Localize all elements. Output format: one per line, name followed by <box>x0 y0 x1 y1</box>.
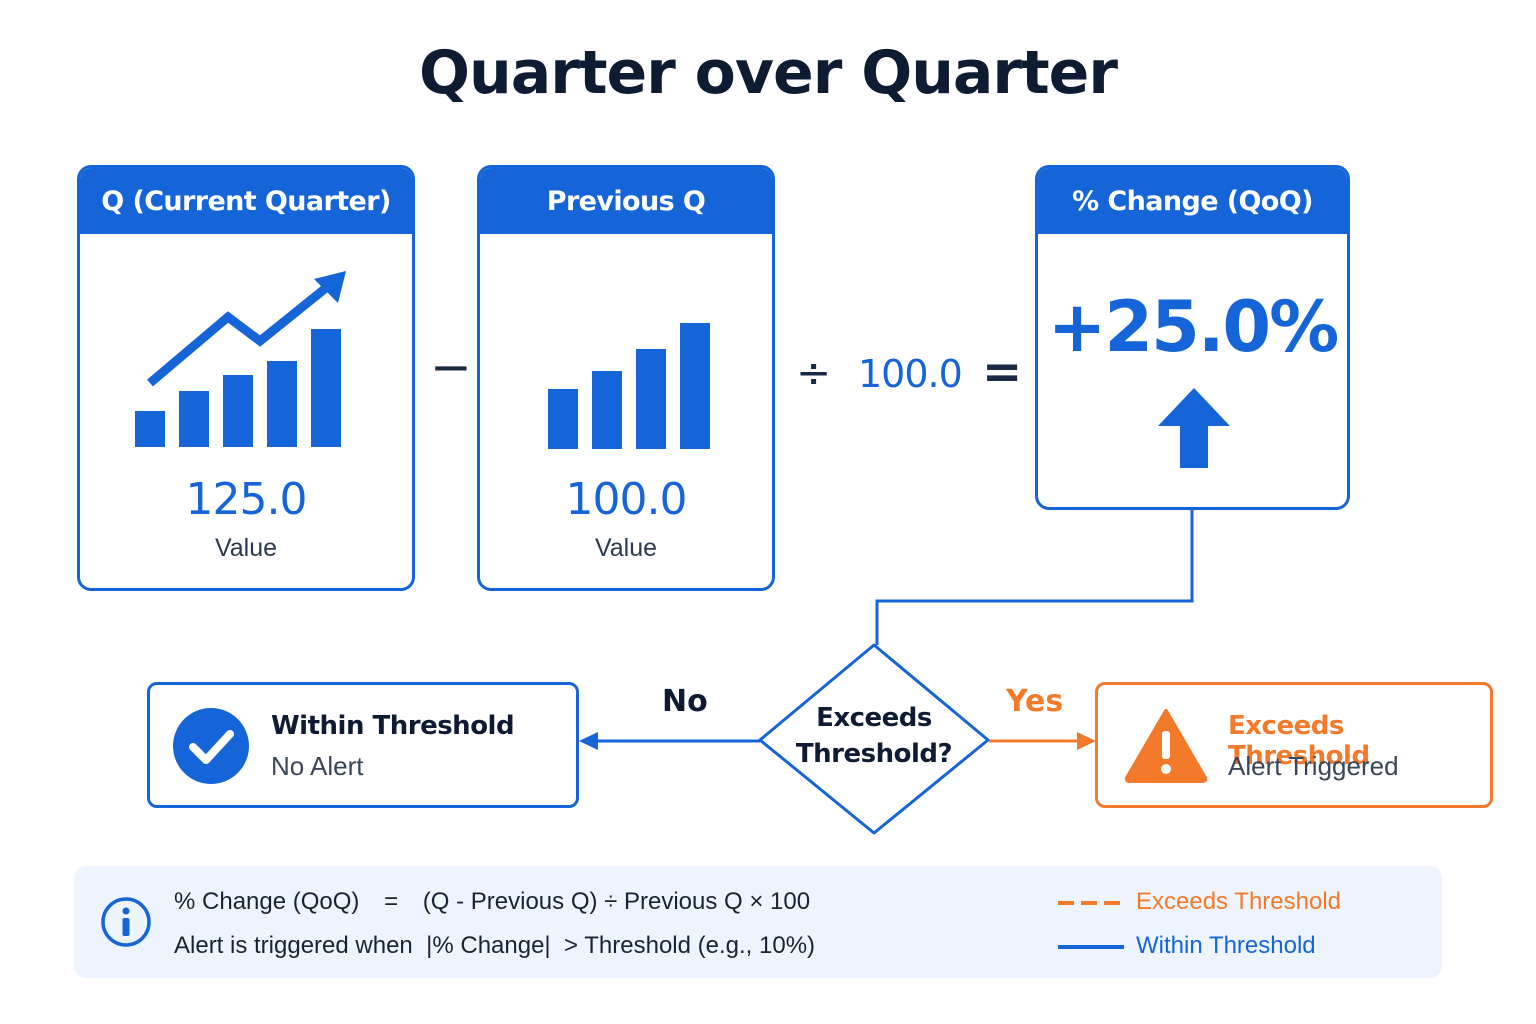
decision-diamond <box>758 643 990 835</box>
divide-operator: ÷ <box>796 348 832 397</box>
page-title: Quarter over Quarter <box>419 38 1118 108</box>
within-legend-swatch <box>1058 945 1124 949</box>
decision-text: Exceeds Threshold? <box>774 700 974 772</box>
bar-chart-icon <box>548 323 710 449</box>
exceeds-threshold-subtitle: Alert Triggered <box>1228 751 1399 781</box>
info-panel: % Change (QoQ) = (Q - Previous Q) ÷ Prev… <box>74 866 1442 978</box>
formula-line: % Change (QoQ) = (Q - Previous Q) ÷ Prev… <box>174 888 810 916</box>
previous-quarter-value: 100.0 <box>565 474 688 525</box>
exceeds-threshold-title: Exceeds Threshold <box>1228 711 1370 771</box>
current-quarter-card: Q (Current Quarter) 125.0 Value <box>77 165 415 591</box>
within-threshold-title: Within Threshold <box>271 711 515 741</box>
decision-line-2: Threshold? <box>795 739 953 769</box>
exceeds-legend-label: Exceeds Threshold <box>1136 888 1342 915</box>
decision-line-1: Exceeds <box>816 703 932 733</box>
percent-change-card: % Change (QoQ) +25.0% <box>1035 165 1350 510</box>
check-circle-icon <box>173 708 249 784</box>
formula-left: % Change (QoQ) <box>174 888 360 915</box>
growth-chart-icon <box>135 271 346 447</box>
within-threshold-box: Within Threshold No Alert <box>147 682 579 808</box>
within-legend-label: Within Threshold <box>1136 932 1316 959</box>
yes-branch-arrowhead <box>1077 732 1096 750</box>
current-quarter-caption: Value <box>214 534 278 562</box>
previous-quarter-header: Previous Q <box>480 168 772 234</box>
divisor-value: 100.0 <box>858 352 963 396</box>
result-to-decision-connector <box>875 510 1194 645</box>
previous-quarter-caption: Value <box>594 534 658 562</box>
formula-equals: = <box>384 888 399 915</box>
no-branch-label: No <box>662 684 708 719</box>
minus-operator: − <box>430 338 472 396</box>
within-threshold-subtitle: No Alert <box>271 751 364 781</box>
current-quarter-header: Q (Current Quarter) <box>80 168 412 234</box>
current-quarter-value: 125.0 <box>185 474 308 525</box>
percent-change-header: % Change (QoQ) <box>1038 168 1347 234</box>
warning-triangle-icon <box>1124 709 1208 783</box>
info-icon <box>101 897 151 947</box>
exceeds-threshold-box: Exceeds Threshold Alert Triggered <box>1095 682 1493 808</box>
no-branch-arrowhead <box>579 732 598 750</box>
percent-change-value: +25.0% <box>1047 286 1340 368</box>
previous-quarter-card: Previous Q 100.0 Value <box>477 165 775 591</box>
alert-rule-line: Alert is triggered when |% Change| > Thr… <box>174 932 816 959</box>
exceeds-legend-swatch <box>1058 901 1124 905</box>
equals-operator: = <box>982 344 1023 400</box>
yes-branch-label: Yes <box>1006 684 1064 719</box>
formula-right: (Q - Previous Q) ÷ Previous Q × 100 <box>422 888 811 915</box>
up-arrow-icon <box>1158 388 1230 468</box>
